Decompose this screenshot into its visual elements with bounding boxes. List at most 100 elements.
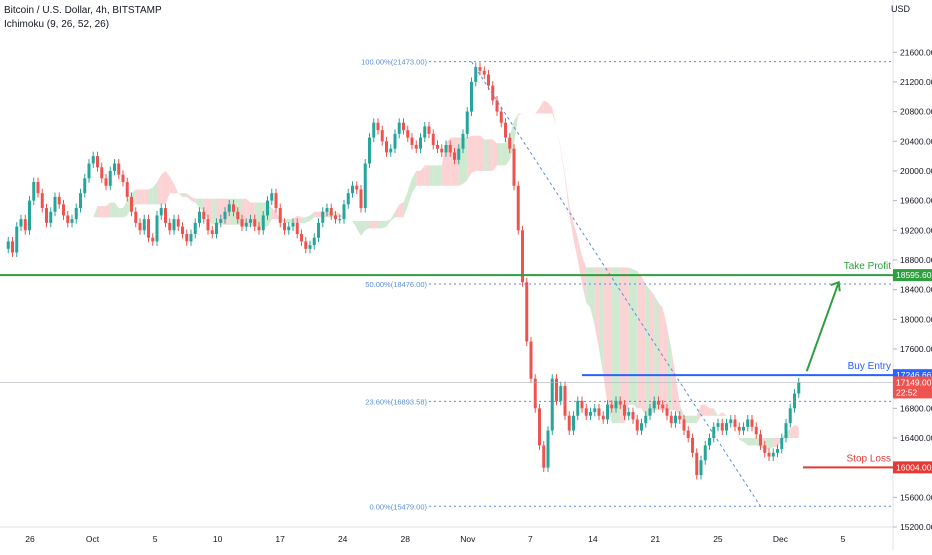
level-price-tag: [893, 269, 932, 282]
price-tick-label: 17600.00: [900, 344, 932, 354]
candle-body: [249, 219, 252, 223]
candle-body: [325, 208, 329, 212]
candle-body: [198, 211, 201, 223]
price-tick-label: 19200.00: [900, 225, 932, 235]
ichimoku-cloud-segment: [582, 256, 587, 303]
candle-body: [147, 219, 150, 238]
price-tick-label: 20800.00: [900, 107, 932, 117]
candle-body: [83, 178, 87, 194]
candle-body: [576, 400, 580, 416]
ichimoku-cloud-segment: [560, 148, 565, 179]
ichimoku-cloud-segment: [293, 215, 298, 223]
time-tick-label: 5: [841, 534, 846, 544]
candle-body: [780, 437, 784, 450]
candle-body: [584, 408, 588, 416]
ichimoku-cloud-segment: [509, 120, 514, 160]
candle-body: [372, 122, 376, 138]
currency-label: USD: [890, 4, 910, 14]
candle-body: [614, 400, 618, 409]
candle-body: [164, 208, 167, 223]
candle-body: [45, 208, 48, 223]
ichimoku-cloud-segment: [271, 208, 276, 220]
candle-body: [470, 81, 473, 112]
candle-body: [104, 178, 108, 186]
ichimoku-cloud-segment: [110, 202, 115, 218]
ichimoku-cloud-segment: [429, 165, 434, 186]
ichimoku-cloud-segment: [463, 137, 468, 184]
candle-body: [733, 419, 737, 427]
ichimoku-cloud-segment: [50, 245, 55, 247]
candle-body: [623, 404, 626, 416]
candle-body: [691, 437, 694, 453]
candle-body: [121, 174, 125, 183]
candle-body: [589, 412, 592, 416]
ichimoku-cloud-segment: [543, 100, 548, 114]
level-price-text: 17246.66: [896, 370, 932, 380]
candle-body: [465, 111, 469, 134]
candle-body: [359, 189, 363, 209]
candle-body: [389, 148, 393, 153]
ichimoku-cloud-segment: [705, 404, 710, 416]
ichimoku-cloud-segment: [420, 165, 425, 186]
time-tick-label: 14: [588, 534, 598, 544]
ichimoku-cloud-segment: [637, 271, 642, 409]
ichimoku-cloud-segment: [395, 204, 400, 218]
candle-body: [215, 222, 218, 234]
price-tick-label: 20400.00: [900, 136, 932, 146]
price-tick-label: 21200.00: [900, 77, 932, 87]
candle-body: [368, 137, 371, 164]
ichimoku-cloud-segment: [199, 198, 204, 212]
ichimoku-cloud-segment: [722, 412, 727, 416]
candle-body: [771, 452, 775, 457]
candle-body: [300, 233, 303, 242]
price-tick-label: 15200.00: [900, 522, 932, 532]
ichimoku-cloud-segment: [735, 426, 740, 440]
time-tick-label: Oct: [86, 534, 100, 544]
price-tick-label: 18000.00: [900, 314, 932, 324]
candle-body: [567, 415, 571, 431]
ichimoku-cloud-segment: [157, 174, 162, 205]
candle-body: [482, 70, 486, 75]
candle-body: [100, 167, 104, 179]
time-tick-label: 7: [528, 534, 533, 544]
ichimoku-cloud-segment: [365, 221, 370, 231]
candle-body: [538, 408, 541, 446]
price-tick-label: 21600.00: [900, 47, 932, 57]
candle-body: [266, 200, 269, 216]
price-tick-label: 15600.00: [900, 492, 932, 502]
candle-body: [96, 156, 99, 168]
candle-body: [402, 122, 405, 131]
level-price-text: 16004.00: [896, 462, 932, 472]
ichimoku-cloud-segment: [603, 267, 608, 405]
candle-body: [444, 144, 448, 153]
ichimoku-cloud-segment: [701, 404, 706, 416]
candle-body: [712, 426, 716, 438]
ichimoku-cloud-segment: [169, 176, 174, 194]
candle-body: [159, 208, 163, 216]
candle-body: [627, 412, 631, 416]
candle-body: [648, 408, 652, 416]
ichimoku-cloud-segment: [140, 189, 145, 205]
price-tick-label: 16800.00: [900, 403, 932, 413]
candle-body: [521, 230, 524, 283]
candle-body: [720, 423, 724, 431]
price-tick-label: 18400.00: [900, 285, 932, 295]
candle-body: [674, 415, 677, 424]
candle-body: [542, 445, 546, 468]
candle-body: [151, 237, 155, 242]
ichimoku-cloud-segment: [747, 437, 752, 446]
ichimoku-cloud-segment: [195, 198, 200, 209]
ichimoku-cloud-segment: [301, 217, 306, 223]
candle-body: [606, 404, 609, 420]
ichimoku-cloud-segment: [590, 267, 595, 327]
candle-body: [572, 415, 575, 431]
ichimoku-cloud-segment: [773, 437, 778, 448]
candle-body: [321, 211, 325, 223]
candle-body: [15, 226, 19, 253]
ichimoku-cloud-segment: [369, 221, 374, 229]
ichimoku-cloud-segment: [203, 198, 208, 220]
candle-body: [385, 141, 388, 153]
candle-body: [746, 419, 750, 427]
